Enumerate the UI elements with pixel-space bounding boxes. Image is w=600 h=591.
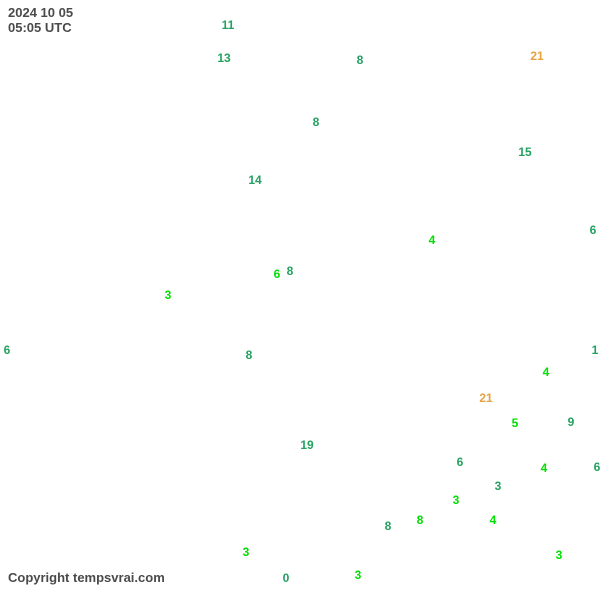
data-point: 8	[385, 519, 392, 533]
data-point: 3	[495, 479, 502, 493]
data-point: 4	[543, 365, 550, 379]
data-point: 9	[568, 415, 575, 429]
copyright: Copyright tempsvrai.com	[8, 570, 165, 585]
data-point: 6	[457, 455, 464, 469]
data-point: 3	[165, 288, 172, 302]
data-point: 3	[243, 545, 250, 559]
data-point: 19	[300, 438, 313, 452]
data-point: 13	[217, 51, 230, 65]
data-point: 5	[512, 416, 519, 430]
data-point: 11	[222, 18, 235, 32]
data-point: 8	[417, 513, 424, 527]
data-point: 6	[590, 223, 597, 237]
data-point: 1	[592, 343, 599, 357]
data-point: 8	[246, 348, 253, 362]
data-point: 8	[287, 264, 294, 278]
data-point: 3	[453, 493, 460, 507]
data-point: 21	[530, 49, 543, 63]
data-point: 21	[479, 391, 492, 405]
map-canvas: 2024 10 05 05:05 UTC 1113821815144668368…	[0, 0, 600, 591]
data-point: 14	[248, 173, 261, 187]
data-point: 4	[490, 513, 497, 527]
date-line1: 2024 10 05	[8, 5, 73, 20]
data-point: 3	[556, 548, 563, 562]
data-point: 6	[4, 343, 11, 357]
data-point: 3	[355, 568, 362, 582]
data-point: 15	[518, 145, 531, 159]
data-point: 0	[283, 571, 290, 585]
data-point: 4	[541, 461, 548, 475]
timestamp: 2024 10 05 05:05 UTC	[8, 6, 73, 36]
data-point: 6	[594, 460, 600, 474]
date-line2: 05:05 UTC	[8, 20, 72, 35]
data-point: 4	[429, 233, 436, 247]
data-point: 8	[313, 115, 320, 129]
data-point: 8	[357, 53, 364, 67]
data-point: 6	[274, 267, 281, 281]
